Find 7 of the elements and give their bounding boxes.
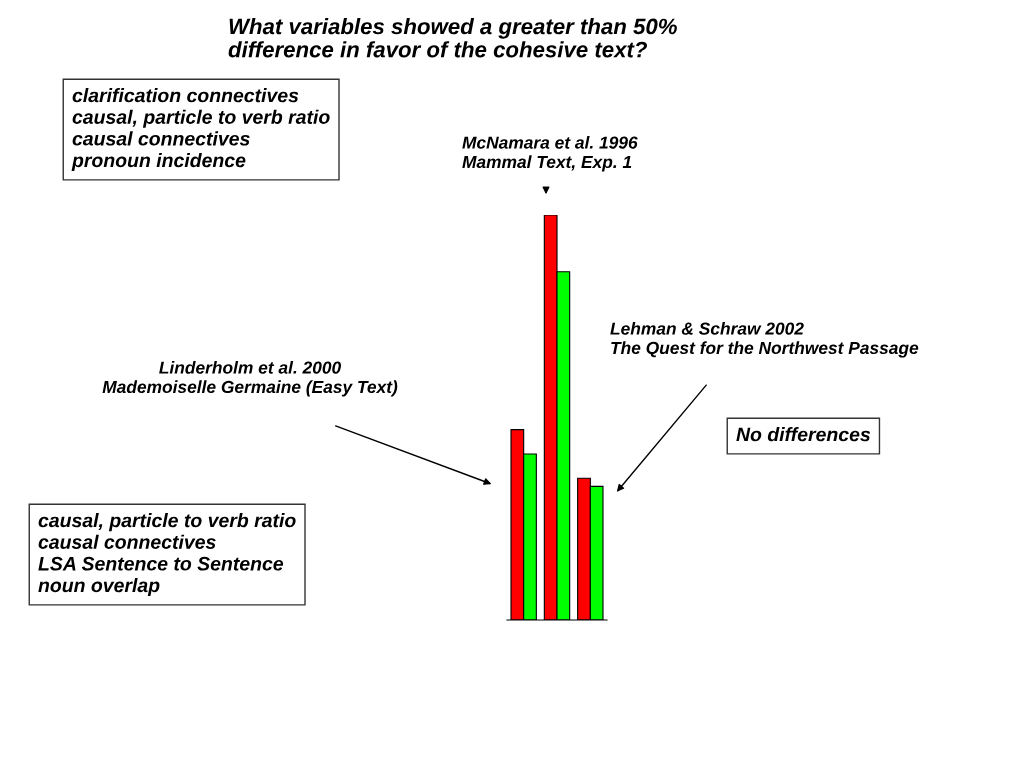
text: causal, particle to verb ratio causal connectives LSA Sentence to Sentence noun overlap [38, 513, 296, 597]
text: Lehman & Schraw 2002 The Quest for the Northwest Passage [610, 322, 919, 358]
text: McNamara et al. 1996 Mammal Text, Exp. 1 [462, 136, 638, 172]
chart-title: What variables showed a greater than 50% difference in favor of the cohesive text? [228, 18, 677, 58]
text: No differences [736, 427, 871, 442]
text: Linderholm et al. 2000 Mademoiselle Germaine (Easy Text) [102, 361, 398, 397]
text: clarification connectives causal, particle to verb ratio causal connectives pronoun incidence [71, 88, 330, 172]
